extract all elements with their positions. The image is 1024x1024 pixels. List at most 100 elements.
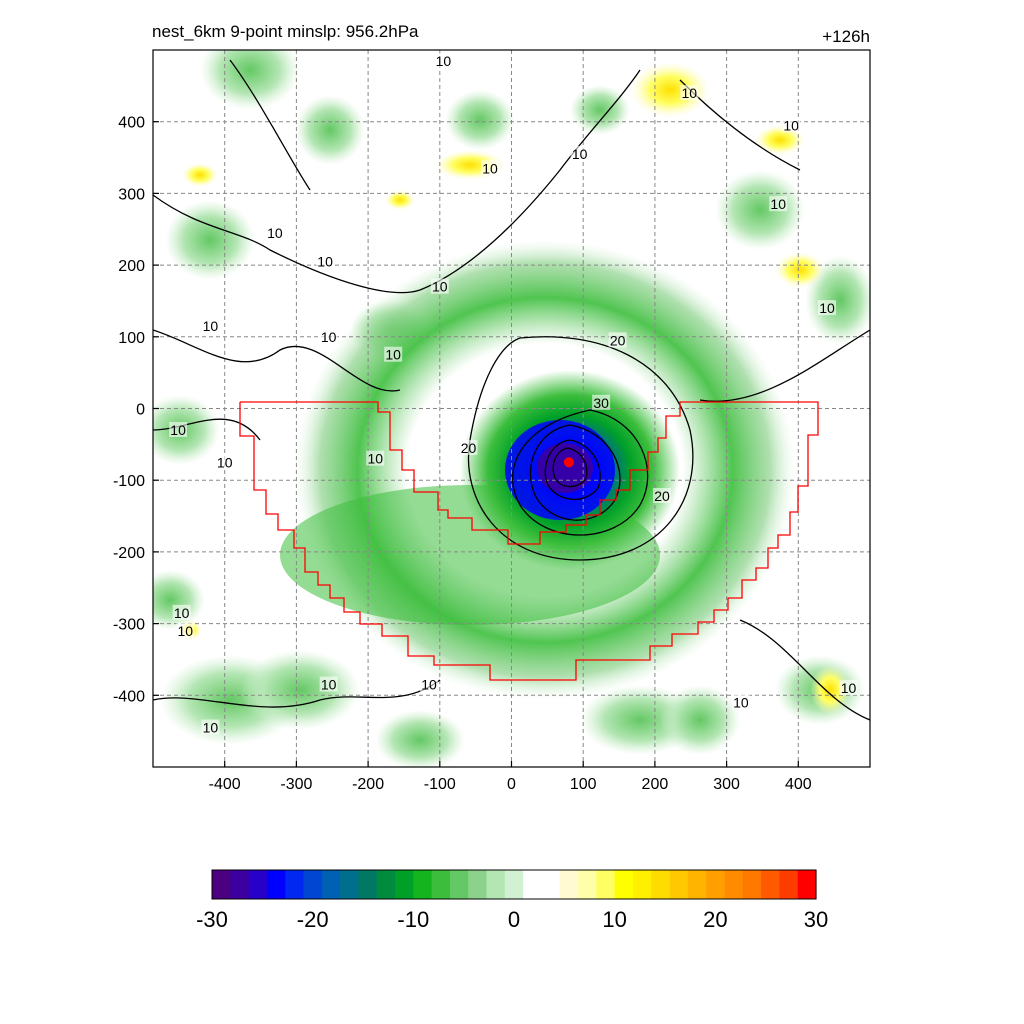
contour-label-bg	[319, 328, 338, 344]
contour-label: 10	[421, 677, 437, 693]
contour-label: 10	[572, 146, 588, 162]
contour-label-bg	[680, 85, 699, 101]
colorbar-swatch	[797, 870, 817, 899]
x-tick-label: 0	[507, 776, 516, 793]
colorbar-tick-label: 20	[703, 907, 727, 932]
contour-label: 20	[461, 440, 477, 456]
contour-label-bg	[731, 694, 750, 710]
colorbar-swatch	[413, 870, 433, 899]
colorbar-ticks: -30 -20 -10 0 10 20 30	[196, 907, 828, 932]
contour-label-bg	[592, 394, 611, 410]
y-tick-label: 300	[118, 186, 145, 203]
contour-label: 10	[367, 451, 383, 467]
x-tick-label: -200	[352, 776, 384, 793]
contour-label-bg	[215, 454, 234, 470]
contour-label-bg	[769, 196, 788, 212]
colorbar-swatch	[395, 870, 414, 899]
contour-label-bg	[653, 487, 672, 503]
plot-title: nest_6km 9-point minslp: 956.2hPa	[152, 22, 419, 41]
colorbar-swatch	[266, 870, 286, 899]
grid-lines	[153, 50, 870, 767]
colorbar-tick-label: 0	[508, 907, 520, 932]
contour-label: 30	[593, 395, 609, 411]
colorbar-swatch	[669, 870, 689, 899]
colorbar-swatch	[504, 870, 524, 899]
yellow-patch	[775, 252, 825, 288]
contour-label: 10	[321, 329, 337, 345]
colorbar-tick-label: -30	[196, 907, 228, 932]
contour-label: 10	[321, 677, 337, 693]
colorbar-swatch	[724, 870, 744, 899]
contour-label-bg	[316, 253, 335, 269]
colorbar-tick-label: 30	[804, 907, 828, 932]
x-tick-label: 400	[785, 776, 812, 793]
colorbar-swatch	[742, 870, 762, 899]
y-tick-label: -200	[113, 545, 145, 562]
contour-label-bg	[169, 422, 188, 438]
y-tick-label: -300	[113, 617, 145, 634]
y-tick-label: -100	[113, 473, 145, 490]
contour-label-group: 10 10 10 10 10 10 10 10 10 10 10 10 10 20 10 10 10 30 20 20…	[169, 53, 858, 736]
y-tick-label: -400	[113, 688, 145, 705]
x-tick-label: 100	[570, 776, 597, 793]
contour-label: 10	[783, 117, 799, 133]
colorbar-swatch	[651, 870, 671, 899]
colorbar-swatch	[523, 870, 543, 899]
contour-label-bg	[782, 117, 801, 133]
y-axis-ticks: 400 300 200 100 0 -100 -200 -300 -400	[113, 115, 159, 705]
x-tick-label: -400	[209, 776, 241, 793]
colorbar-swatch	[321, 870, 341, 899]
contour-label: 10	[770, 196, 786, 212]
colorbar-swatch	[285, 870, 305, 899]
colorbar-swatch	[541, 870, 561, 899]
yellow-patch	[385, 190, 415, 210]
colorbar-swatch	[468, 870, 488, 899]
colorbar-swatch	[559, 870, 579, 899]
colorbar-swatch	[248, 870, 268, 899]
contour-label: 10	[819, 300, 835, 316]
contour-label-bg	[366, 450, 385, 466]
x-tick-label: 300	[713, 776, 740, 793]
x-tick-label: -100	[424, 776, 456, 793]
contour-label: 10	[317, 254, 333, 270]
green-patch	[200, 50, 300, 110]
boundary-polygon	[239, 401, 819, 681]
colorbar-swatch	[779, 870, 799, 899]
contour-label: 20	[610, 332, 626, 348]
colorbar-swatch	[632, 870, 652, 899]
contour-label: 10	[170, 422, 186, 438]
colorbar-swatch	[614, 870, 634, 899]
colorbar-tick-label: 10	[602, 907, 626, 932]
contour-label-bg	[172, 604, 191, 620]
contour-label: 10	[177, 623, 193, 639]
colorbar-swatch	[376, 870, 396, 899]
contour-label: 10	[203, 720, 219, 736]
green-patch	[570, 85, 630, 135]
contour-label: 10	[432, 279, 448, 295]
yellow-patch	[182, 163, 218, 187]
colorbar-swatch	[303, 870, 323, 899]
colorbar-swatch	[486, 870, 506, 899]
colorbar-swatch	[596, 870, 616, 899]
colorbar-tick-label: -20	[297, 907, 329, 932]
contour-label: 10	[174, 605, 190, 621]
colorbar-swatch	[761, 870, 780, 899]
contour-label-bg	[480, 160, 499, 176]
x-axis-ticks: -400 -300 -200 -100 0 100 200 300 400	[209, 761, 812, 793]
contour-label: 10	[436, 53, 452, 69]
contour-label-bg	[201, 318, 220, 334]
colorbar-tick-label: -10	[397, 907, 429, 932]
colorbar-frame	[211, 869, 817, 900]
yellow-patch	[755, 125, 805, 155]
green-patch	[715, 170, 805, 250]
contour-label: 10	[217, 454, 233, 470]
contour-label: 10	[682, 85, 698, 101]
contour-label-bg	[319, 676, 338, 692]
contour-label: 10	[385, 347, 401, 363]
colorbar-swatch	[212, 870, 231, 899]
colorbar-swatch	[340, 870, 360, 899]
colorbar-swatch	[706, 870, 726, 899]
contour-label-bg	[430, 278, 449, 294]
colorbar	[211, 869, 817, 900]
green-patch	[375, 710, 465, 767]
